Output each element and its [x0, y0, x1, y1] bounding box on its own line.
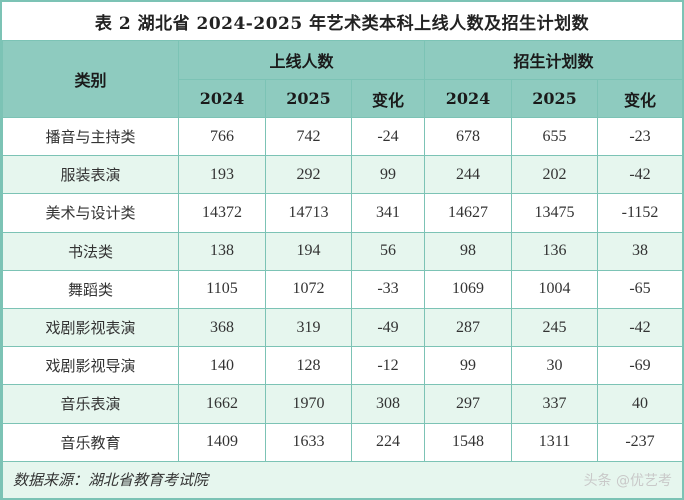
table-row: 服装表演 193 292 99 244 202 -42 — [2, 155, 684, 195]
online-change-cell: -49 — [351, 307, 425, 348]
online-2025-cell: 1970 — [265, 384, 352, 424]
category-cell: 戏剧影视表演 — [2, 307, 179, 348]
online-2024-cell: 766 — [178, 116, 266, 157]
header-online-2024: 2024 — [178, 79, 266, 118]
plan-2024-cell: 98 — [424, 231, 512, 271]
plan-change-cell: -42 — [596, 307, 684, 348]
plan-change-cell: -65 — [596, 269, 684, 309]
plan-change-cell: -69 — [596, 346, 684, 386]
online-change-cell: 224 — [351, 422, 425, 462]
online-2025-cell: 128 — [265, 346, 352, 386]
category-cell: 戏剧影视导演 — [2, 346, 179, 386]
online-2024-cell: 1662 — [178, 384, 266, 424]
online-2024-cell: 1105 — [178, 269, 266, 309]
online-2024-cell: 1409 — [178, 422, 266, 462]
plan-2024-cell: 678 — [424, 116, 512, 157]
data-table: 类别 上线人数 招生计划数 2024 2025 变化 2024 2025 变化 … — [1, 40, 684, 499]
publisher-tag: 头条 @优艺考 — [583, 472, 673, 489]
online-change-cell: 341 — [351, 193, 425, 233]
plan-2024-cell: 1069 — [424, 269, 512, 309]
category-cell: 音乐教育 — [2, 422, 179, 462]
table-row: 戏剧影视表演 368 319 -49 287 245 -42 — [2, 307, 684, 348]
header-category: 类别 — [2, 40, 179, 118]
plan-change-cell: 40 — [596, 384, 684, 424]
plan-2025-cell: 13475 — [511, 193, 598, 233]
table-row: 舞蹈类 1105 1072 -33 1069 1004 -65 — [2, 269, 684, 309]
table-row: 书法类 138 194 56 98 136 38 — [2, 231, 684, 271]
header-plan-2025: 2025 — [511, 79, 598, 118]
header-group-online: 上线人数 — [178, 40, 425, 80]
header-plan-2024: 2024 — [424, 79, 512, 118]
plan-2025-cell: 1311 — [511, 422, 598, 462]
footer-cell: 数据来源：湖北省教育考试院 头条 @优艺考 — [1, 460, 684, 499]
category-cell: 播音与主持类 — [2, 116, 179, 157]
plan-2025-cell: 1004 — [511, 269, 598, 309]
plan-2025-cell: 30 — [511, 346, 598, 386]
data-source-note: 数据来源：湖北省教育考试院 — [13, 471, 209, 490]
online-change-cell: 99 — [351, 155, 425, 195]
header-plan-change: 变化 — [596, 79, 684, 118]
online-change-cell: -24 — [351, 116, 425, 157]
online-change-cell: 56 — [351, 231, 425, 271]
category-cell: 音乐表演 — [2, 384, 179, 424]
plan-change-cell: -237 — [596, 422, 684, 462]
online-change-cell: 308 — [351, 384, 425, 424]
footer-row: 数据来源：湖北省教育考试院 头条 @优艺考 — [1, 460, 684, 499]
online-change-cell: -12 — [351, 346, 425, 386]
online-2024-cell: 193 — [178, 155, 266, 195]
plan-change-cell: 38 — [596, 231, 684, 271]
header-row-1: 类别 上线人数 招生计划数 — [2, 40, 684, 118]
online-2025-cell: 14713 — [265, 193, 352, 233]
table-row: 戏剧影视导演 140 128 -12 99 30 -69 — [2, 346, 684, 386]
plan-change-cell: -1152 — [596, 193, 684, 233]
plan-2025-cell: 202 — [511, 155, 598, 195]
online-2025-cell: 292 — [265, 155, 352, 195]
table-row: 音乐表演 1662 1970 308 297 337 40 — [2, 384, 684, 424]
category-cell: 美术与设计类 — [2, 193, 179, 233]
plan-2024-cell: 287 — [424, 307, 512, 348]
plan-2024-cell: 1548 — [424, 422, 512, 462]
plan-2024-cell: 297 — [424, 384, 512, 424]
plan-2024-cell: 244 — [424, 155, 512, 195]
plan-2024-cell: 14627 — [424, 193, 512, 233]
category-cell: 书法类 — [2, 231, 179, 271]
plan-change-cell: -42 — [596, 155, 684, 195]
header-online-2025: 2025 — [265, 79, 352, 118]
plan-2025-cell: 655 — [511, 116, 598, 157]
plan-2024-cell: 99 — [424, 346, 512, 386]
category-cell: 服装表演 — [2, 155, 179, 195]
table-title: 表 2 湖北省 2024-2025 年艺术类本科上线人数及招生计划数 — [94, 13, 590, 34]
header-row-2: 2024 2025 变化 2024 2025 变化 — [3, 79, 684, 118]
category-cell: 舞蹈类 — [2, 269, 179, 309]
plan-change-cell: -23 — [596, 116, 684, 157]
header-group-plan: 招生计划数 — [423, 40, 684, 80]
table-row: 美术与设计类 14372 14713 341 14627 13475 -1152 — [2, 193, 684, 233]
online-2025-cell: 742 — [265, 116, 352, 157]
online-change-cell: -33 — [351, 269, 425, 309]
online-2024-cell: 368 — [178, 307, 266, 348]
online-2025-cell: 194 — [265, 231, 352, 271]
table-row: 音乐教育 1409 1633 224 1548 1311 -237 — [2, 422, 684, 462]
table-row: 播音与主持类 766 742 -24 678 655 -23 — [2, 116, 684, 157]
plan-2025-cell: 136 — [511, 231, 598, 271]
online-2024-cell: 140 — [178, 346, 266, 386]
online-2025-cell: 1633 — [265, 422, 352, 462]
online-2024-cell: 14372 — [178, 193, 266, 233]
plan-2025-cell: 337 — [511, 384, 598, 424]
plan-2025-cell: 245 — [511, 307, 598, 348]
online-2025-cell: 319 — [265, 307, 352, 348]
online-2024-cell: 138 — [178, 231, 266, 271]
online-2025-cell: 1072 — [265, 269, 352, 309]
header-online-change: 变化 — [351, 79, 425, 118]
